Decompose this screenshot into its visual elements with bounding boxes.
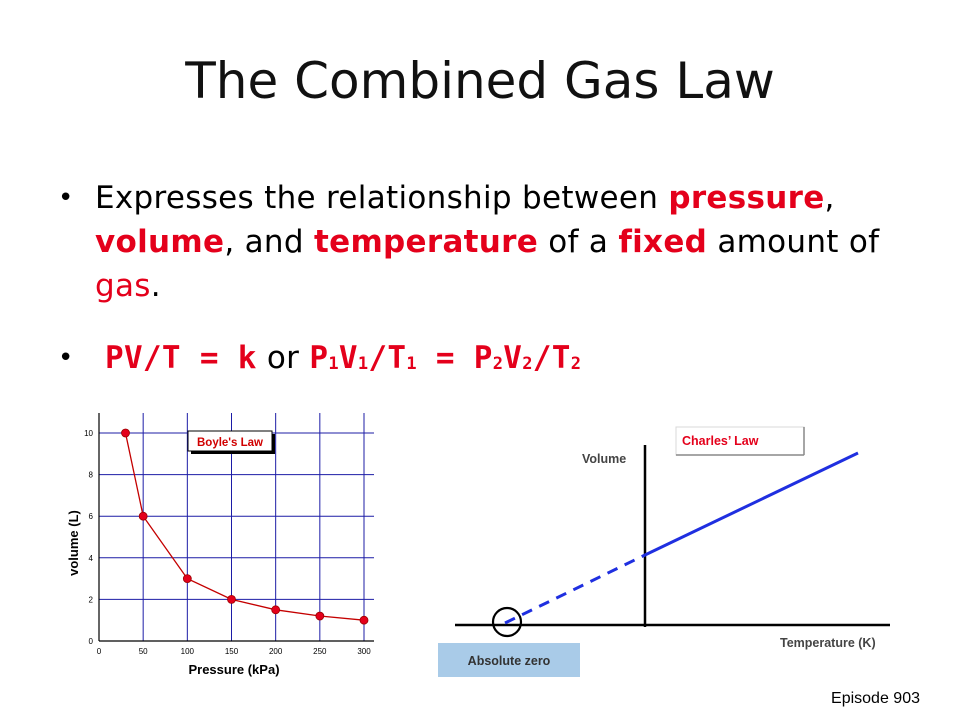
boyle-data-point bbox=[359, 615, 369, 625]
bullet-dot: • bbox=[58, 183, 74, 213]
charles-ylabel: Volume bbox=[582, 452, 626, 466]
definition-part: amount of bbox=[717, 224, 880, 260]
definition-part: , and bbox=[224, 224, 304, 260]
boyle-data-point bbox=[121, 428, 130, 438]
absolute-zero-marker bbox=[491, 606, 523, 638]
charles-measured-line bbox=[644, 451, 859, 557]
absolute-zero-label: Absolute zero bbox=[468, 654, 551, 668]
boyle-ytick-label: 4 bbox=[89, 554, 94, 563]
boyle-axes bbox=[98, 413, 374, 642]
equation-line: PV/T = k or P1V1/T1 = P2V2/T2 bbox=[105, 336, 935, 386]
keyword-gas: gas bbox=[95, 268, 151, 304]
definition-part: . bbox=[150, 268, 161, 304]
boyle-ytick-label: 6 bbox=[89, 512, 94, 521]
equation-combined: P1V1/T1 = P2V2/T2 bbox=[309, 340, 582, 376]
boyle-curve bbox=[124, 432, 365, 621]
keyword-temperature: temperature bbox=[314, 224, 539, 260]
boyle-ylabel: volume (L) bbox=[66, 510, 81, 576]
charles-law-diagram: Volume Temperature (K) Absolute zero Cha… bbox=[438, 426, 890, 677]
equation-or: or bbox=[266, 340, 300, 376]
charles-extrapolated-line bbox=[504, 553, 646, 625]
boyles-law-chart: 0 50 100 150 200 250 300 0 2 4 6 8 10 Boyle's Law Pr… bbox=[66, 413, 374, 677]
boyle-data-point bbox=[227, 594, 236, 604]
boyle-data-point bbox=[182, 574, 192, 584]
boyle-ytick-label: 0 bbox=[89, 637, 94, 646]
boyle-data-point bbox=[315, 611, 325, 621]
boyle-xtick-label: 100 bbox=[181, 647, 195, 656]
absolute-zero-box: Absolute zero bbox=[438, 643, 580, 677]
boyle-xtick-label: 200 bbox=[269, 647, 283, 656]
keyword-pressure: pressure bbox=[668, 180, 825, 216]
boyle-xtick-label: 50 bbox=[139, 647, 148, 656]
boyle-xtick-label: 300 bbox=[357, 647, 371, 656]
boyle-data-point bbox=[271, 605, 281, 615]
definition-text: Expresses the relationship between press… bbox=[95, 176, 925, 308]
boyle-title-box: Boyle's Law bbox=[187, 430, 275, 454]
boyle-title: Boyle's Law bbox=[197, 437, 263, 449]
boyle-xtick-label: 150 bbox=[225, 647, 239, 656]
boyle-ytick-label: 2 bbox=[89, 595, 94, 604]
definition-part: of a bbox=[548, 224, 609, 260]
boyle-data-point bbox=[138, 511, 148, 521]
keyword-volume: volume bbox=[95, 224, 225, 260]
boyle-ytick-label: 10 bbox=[84, 429, 93, 438]
boyle-xtick-label: 0 bbox=[97, 647, 102, 656]
keyword-fixed: fixed bbox=[618, 224, 708, 260]
charles-title: Charles’ Law bbox=[682, 434, 759, 448]
boyle-ytick-label: 8 bbox=[89, 471, 94, 480]
boyle-xlabel: Pressure (kPa) bbox=[188, 662, 279, 677]
boyle-points bbox=[121, 428, 369, 625]
slide-title: The Combined Gas Law bbox=[185, 52, 775, 110]
charles-title-box: Charles’ Law bbox=[675, 426, 805, 456]
bullet-dot: • bbox=[58, 343, 74, 373]
boyle-xtick-label: 250 bbox=[313, 647, 327, 656]
boyle-tick-labels: 0 50 100 150 200 250 300 0 2 4 6 8 10 bbox=[84, 429, 371, 656]
equation-pvt: PV/T = k bbox=[105, 340, 257, 376]
definition-part: Expresses the relationship between bbox=[95, 180, 659, 216]
definition-part: , bbox=[824, 180, 835, 216]
charles-xlabel: Temperature (K) bbox=[780, 636, 876, 650]
episode-label: Episode 903 bbox=[831, 690, 920, 707]
